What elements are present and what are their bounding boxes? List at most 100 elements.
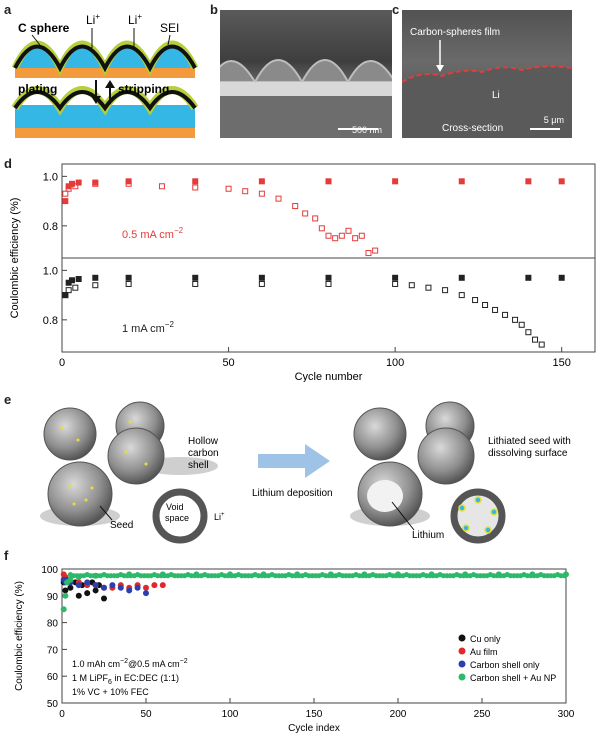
data-point: [67, 584, 74, 591]
data-point: [62, 592, 69, 599]
x-tick-label: 100: [222, 709, 239, 720]
y-tick-label: 70: [47, 645, 59, 656]
annotation-line-2: 1 M LiPF6 in EC:DEC (1:1): [72, 673, 179, 686]
data-point: [458, 274, 465, 281]
data-point: [72, 284, 79, 291]
x-axis-label: Cycle index: [288, 723, 340, 734]
y-axis-label: Coulombic efficiency (%): [14, 581, 25, 691]
li-layer-label: Li: [492, 90, 500, 101]
data-point: [512, 316, 519, 323]
y-tick-label: 1.0: [43, 265, 58, 277]
carbon-shell-bottom: [13, 90, 197, 112]
data-point: [258, 280, 265, 287]
sei-pointer: [167, 34, 171, 46]
cross-section-label: Cross-section: [442, 123, 504, 134]
x-tick-label: 100: [386, 357, 404, 369]
data-point: [302, 210, 309, 217]
data-point: [258, 274, 265, 281]
data-point: [134, 584, 141, 591]
data-point: [358, 232, 365, 239]
data-point: [192, 280, 199, 287]
data-point: [62, 198, 69, 205]
annotation-line-1: 1.0 mAh cm−2@0.5 mA cm−2: [72, 658, 188, 669]
hollow-label-2: carbon: [188, 448, 219, 459]
y-tick-label: 100: [41, 565, 58, 576]
data-point: [75, 592, 82, 599]
li-label-2: Li+: [128, 12, 142, 27]
data-point: [372, 247, 379, 254]
sem-image-top-view: 500 nm: [220, 10, 392, 138]
legend-marker: [458, 660, 466, 668]
data-point: [318, 225, 325, 232]
lithiated-label-1: Lithiated seed with: [488, 436, 571, 447]
data-point: [332, 235, 339, 242]
sei-label: SEI: [160, 21, 179, 35]
data-point: [192, 274, 199, 281]
x-tick-label: 200: [390, 709, 407, 720]
data-point: [125, 274, 132, 281]
data-point: [101, 584, 107, 591]
li-label-1: Li+: [86, 12, 100, 27]
lithiated-label-2: dissolving surface: [488, 448, 568, 459]
data-point: [325, 232, 332, 239]
x-tick-label: 300: [558, 709, 575, 720]
data-point: [225, 185, 232, 192]
data-point: [159, 582, 166, 589]
legend-label: Cu only: [470, 634, 501, 644]
c-sphere-pointer: [31, 34, 41, 46]
carbon-spheres-before: [40, 401, 218, 527]
lithiated-ring: [450, 488, 506, 544]
li-plus-label: Li+: [214, 512, 225, 522]
void-space-ring: [152, 488, 208, 544]
data-point: [109, 582, 116, 589]
legend-label: Au film: [470, 647, 498, 657]
data-point: [60, 606, 67, 613]
y-tick-label: 60: [47, 672, 59, 683]
data-point: [92, 587, 99, 594]
data-point: [325, 178, 332, 185]
data-point: [518, 321, 525, 328]
panel-label-e: e: [4, 392, 12, 407]
hollow-label-1: Hollow: [188, 436, 219, 447]
data-point: [125, 180, 132, 187]
data-point: [92, 274, 99, 281]
data-point: [65, 287, 72, 294]
data-point: [558, 274, 565, 281]
data-point: [92, 180, 99, 187]
subplot-label-0: 0.5 mA cm−2: [122, 226, 184, 241]
data-point: [392, 178, 399, 185]
data-point: [458, 292, 465, 299]
data-point: [502, 311, 509, 318]
y-axis-label: Coulombic efficiency (%): [9, 198, 21, 319]
data-point: [65, 185, 72, 192]
x-tick-label: 250: [474, 709, 491, 720]
data-point: [92, 282, 99, 289]
panel-a-schematic: C sphere Li+ Li+ SEI plating stripping: [11, 12, 199, 138]
data-point: [525, 329, 532, 336]
data-point: [392, 280, 399, 287]
annotation-line-3: 1% VC + 10% FEC: [72, 687, 149, 697]
data-point: [525, 274, 532, 281]
data-point: [62, 587, 69, 594]
data-point: [458, 178, 465, 185]
data-point: [425, 284, 432, 291]
carbon-shell-top: [13, 44, 197, 73]
scale-bar-label-b: 500 nm: [351, 125, 382, 135]
data-point: [84, 579, 91, 586]
legend-marker: [458, 647, 466, 655]
data-point: [292, 203, 299, 210]
data-point: [338, 232, 345, 239]
data-point: [62, 292, 69, 299]
data-point: [525, 178, 532, 185]
x-tick-label: 50: [140, 709, 152, 720]
x-tick-label: 0: [59, 709, 65, 720]
data-point: [312, 215, 319, 222]
data-point: [365, 250, 372, 257]
data-point: [325, 274, 332, 281]
data-point: [558, 178, 565, 185]
y-tick-label: 50: [47, 699, 59, 710]
data-point: [117, 584, 124, 591]
panel-label-f: f: [4, 548, 9, 563]
data-point: [158, 183, 165, 190]
data-point-dense: [561, 573, 567, 579]
